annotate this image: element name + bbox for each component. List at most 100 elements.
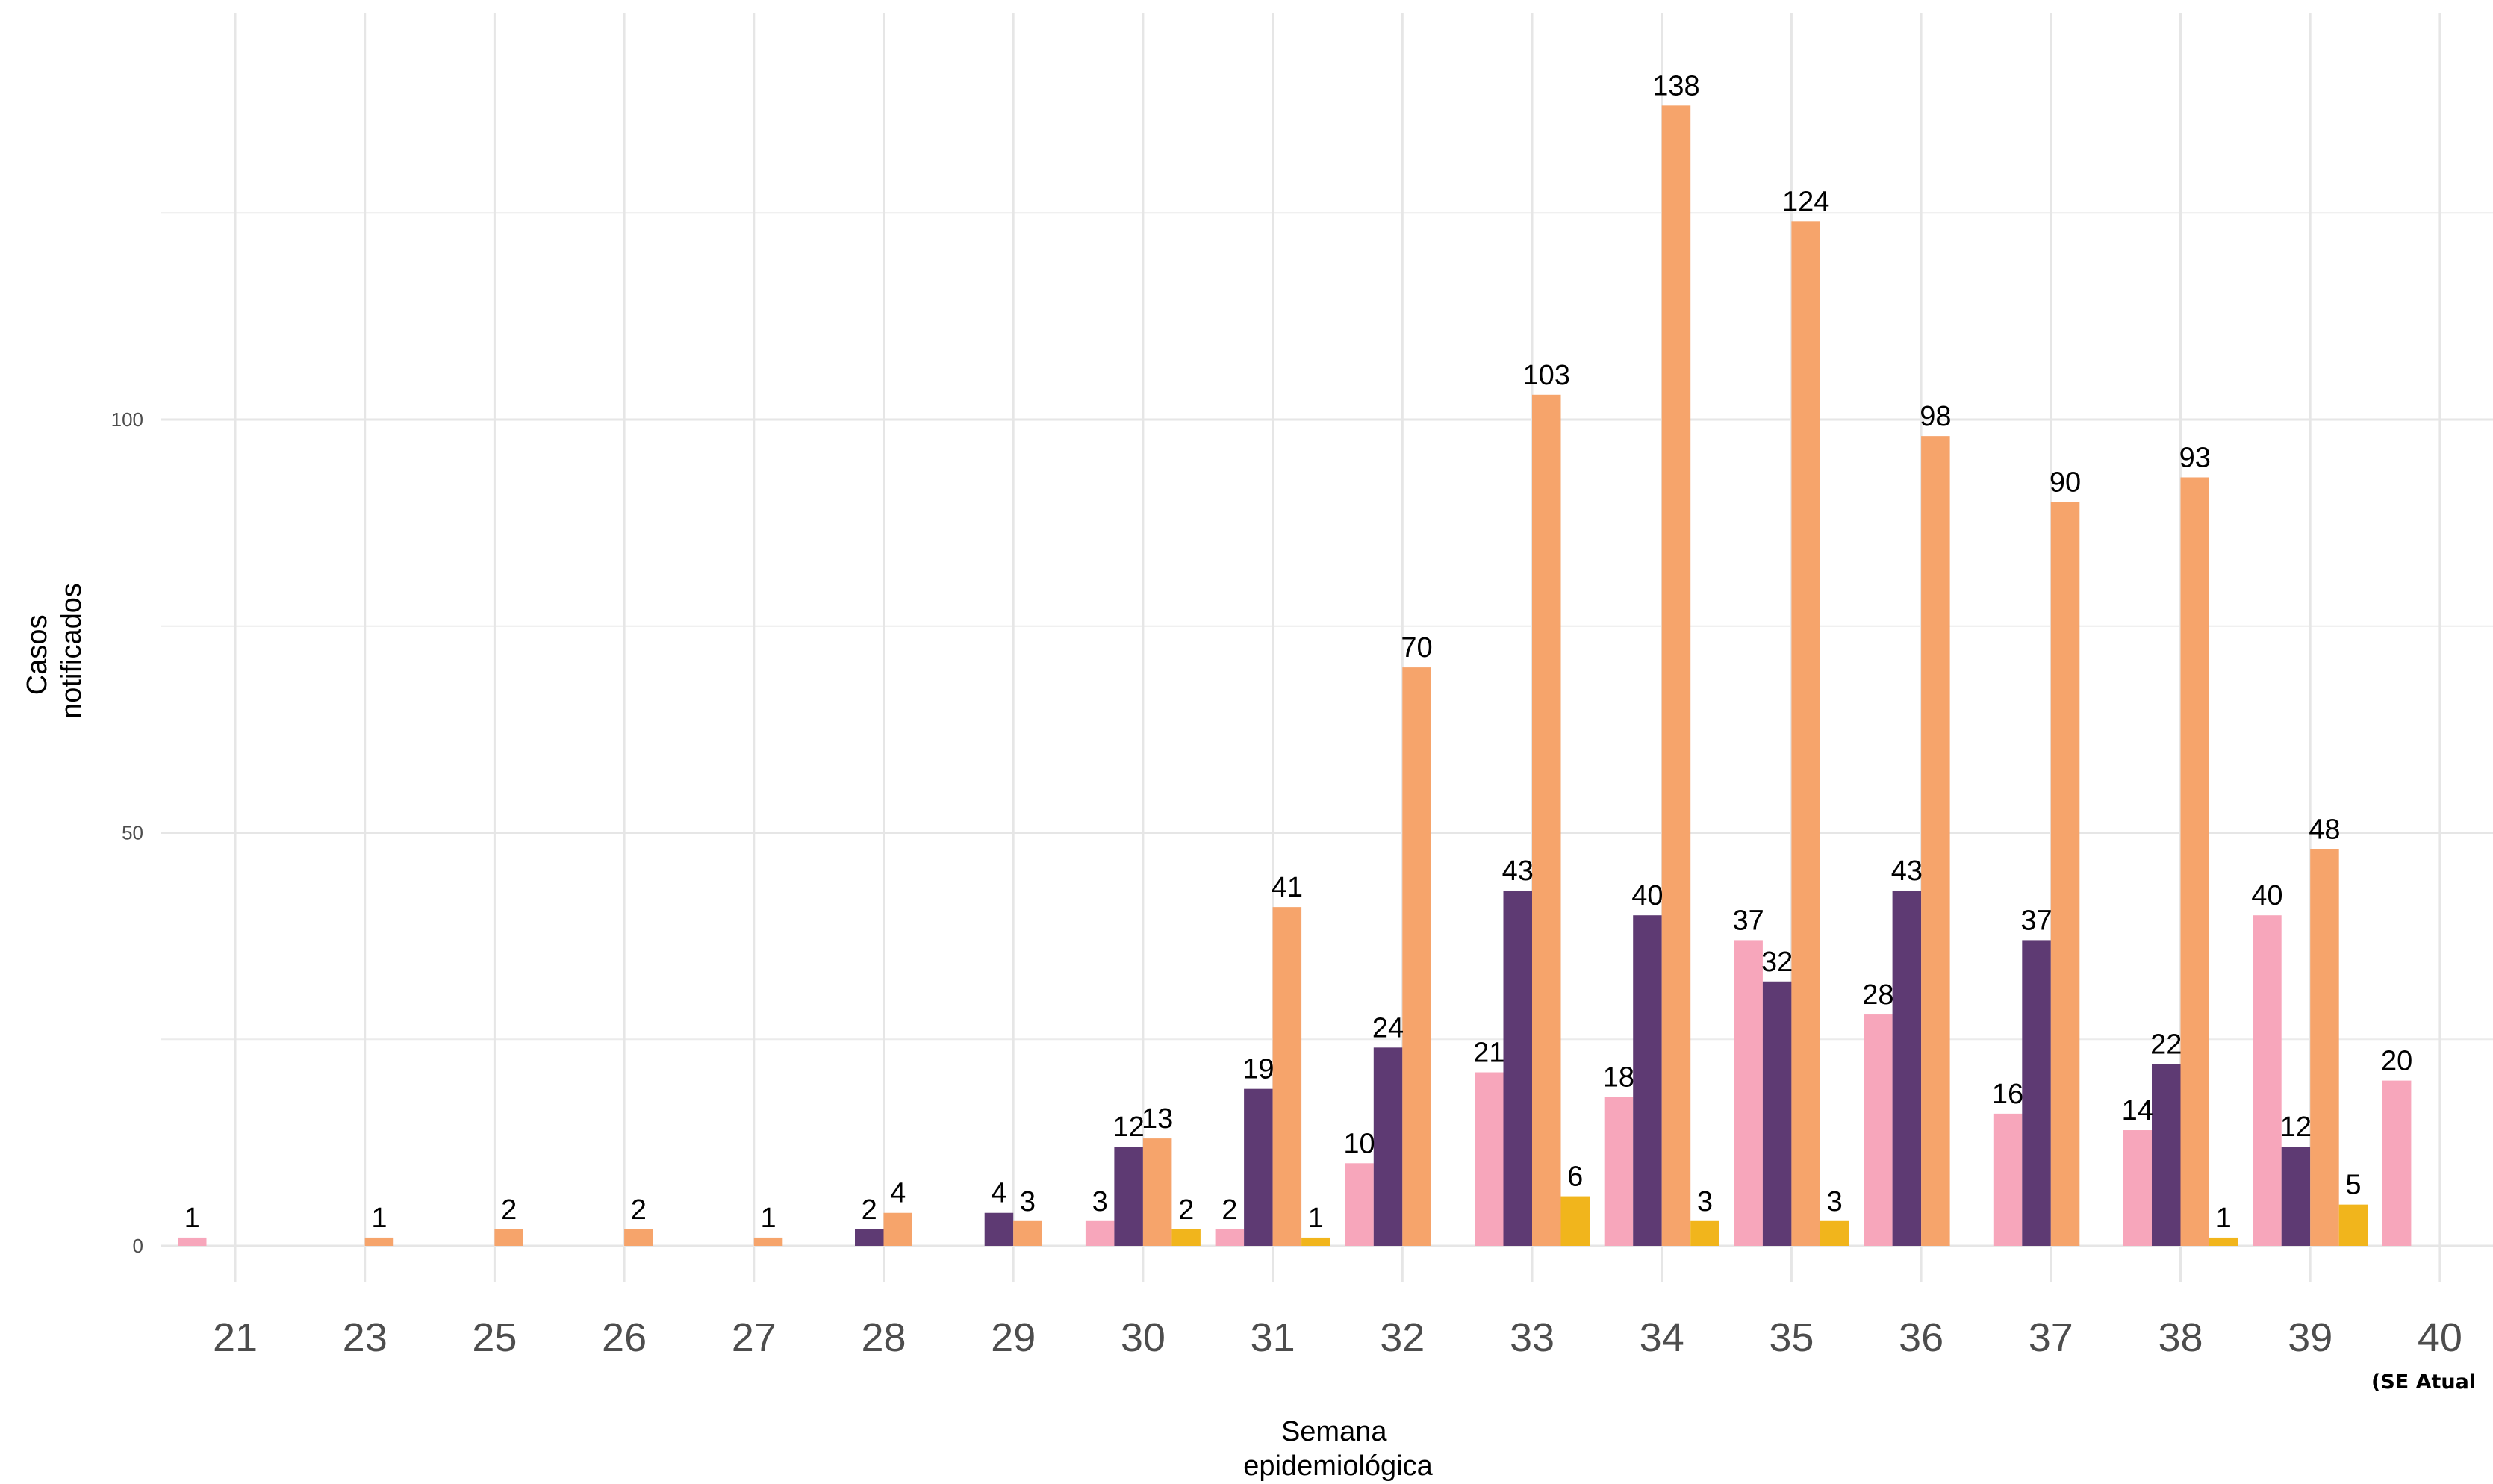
bar <box>1892 890 1922 1246</box>
bar-value-label: 3 <box>1697 1186 1713 1218</box>
x-tick-label: 31 <box>1251 1315 1295 1360</box>
bar-value-label: 5 <box>2345 1170 2361 1201</box>
bar <box>624 1229 653 1246</box>
bar-value-label: 48 <box>2309 814 2340 846</box>
bar-value-label: 2 <box>1221 1194 1237 1226</box>
bar <box>1301 1237 1330 1246</box>
x-axis-ticks: 21 23 25 26 27 28 29 30 31 32 33 34 35 36 37 38 39 40 <box>213 1315 2462 1360</box>
x-tick-label: 40 <box>2418 1315 2462 1360</box>
x-tick-label: 26 <box>602 1315 647 1360</box>
bar <box>883 1212 912 1246</box>
bar <box>1661 105 1691 1247</box>
bar-value-label: 6 <box>1567 1162 1583 1193</box>
bar-value-label: 18 <box>1603 1062 1634 1094</box>
bar-value-label: 37 <box>2020 905 2052 936</box>
bar-value-label: 4 <box>991 1178 1006 1209</box>
x-axis-note: (SE Atual <box>2371 1371 2476 1394</box>
bar <box>1503 890 1532 1246</box>
x-tick-label: 37 <box>2029 1315 2073 1360</box>
bar <box>1633 915 1662 1246</box>
bar <box>1690 1220 1719 1246</box>
bar-value-label: 22 <box>2150 1029 2182 1060</box>
bar-value-label: 1 <box>371 1203 387 1234</box>
x-axis-label-line-2: epidemiológica <box>1243 1450 1433 1482</box>
bars <box>178 105 2412 1247</box>
bar-value-label: 43 <box>1502 855 1534 887</box>
bar-value-label: 21 <box>1473 1038 1504 1069</box>
bar-value-label: 28 <box>1862 979 1893 1011</box>
bar <box>2050 502 2080 1246</box>
bar-value-label: 70 <box>1401 632 1432 664</box>
bar-value-label: 2 <box>501 1194 517 1226</box>
bar <box>364 1237 394 1246</box>
bar <box>1085 1220 1115 1246</box>
x-tick-label: 35 <box>1769 1315 1814 1360</box>
bar-value-label: 20 <box>2381 1046 2412 1077</box>
bar <box>1244 1088 1273 1246</box>
bar-value-label: 40 <box>1631 880 1663 911</box>
x-tick-label: 28 <box>861 1315 906 1360</box>
bar <box>855 1229 884 1246</box>
bar-value-label: 138 <box>1652 70 1699 102</box>
bar <box>1402 667 1431 1246</box>
y-tick-label: 0 <box>133 1235 143 1257</box>
bar-value-label: 13 <box>1142 1103 1173 1135</box>
bar <box>494 1229 523 1246</box>
bar <box>1560 1196 1590 1246</box>
y-axis-label-line-1: Casos <box>22 614 53 695</box>
bar-value-label: 1 <box>760 1203 776 1234</box>
bar <box>1791 221 1820 1246</box>
bar <box>1762 981 1792 1246</box>
bar <box>1734 940 1763 1246</box>
bar <box>984 1212 1014 1246</box>
bar-value-label: 12 <box>2280 1112 2312 1143</box>
bar <box>1171 1229 1201 1246</box>
minor-gridlines <box>161 212 2493 1041</box>
x-tick-label: 34 <box>1640 1315 1684 1360</box>
major-gridlines <box>161 13 2493 1282</box>
y-axis-label: Casos notificados <box>22 583 87 719</box>
bar-value-label: 4 <box>890 1178 906 1209</box>
bar <box>1373 1047 1403 1246</box>
x-tick-label: 33 <box>1510 1315 1554 1360</box>
y-tick-label: 100 <box>111 408 143 431</box>
x-axis-label-line-1: Semana <box>1281 1416 1387 1447</box>
bar <box>1993 1113 2023 1246</box>
y-tick-label: 50 <box>122 822 143 844</box>
bar <box>2281 1147 2311 1246</box>
bar-value-label: 2 <box>631 1194 647 1226</box>
bar-value-label: 2 <box>862 1194 877 1226</box>
bar <box>1013 1220 1042 1246</box>
bar <box>1604 1097 1634 1246</box>
bar <box>1475 1072 1504 1246</box>
bar-value-label: 124 <box>1782 186 1829 217</box>
bar-value-label: 98 <box>1920 401 1951 432</box>
bar <box>2382 1080 2412 1246</box>
x-tick-label: 29 <box>991 1315 1036 1360</box>
bar-value-label: 41 <box>1272 872 1303 903</box>
bar-value-label: 93 <box>2179 442 2211 473</box>
bar-value-label: 37 <box>1733 905 1764 936</box>
bar-value-label: 1 <box>2216 1203 2232 1234</box>
bar <box>178 1237 207 1246</box>
bar <box>1114 1147 1143 1246</box>
bar-value-label: 103 <box>1523 360 1570 391</box>
bar <box>2253 915 2282 1246</box>
bar <box>2180 477 2209 1246</box>
bar <box>753 1237 783 1246</box>
x-tick-label: 21 <box>213 1315 258 1360</box>
x-tick-label: 36 <box>1899 1315 1943 1360</box>
bar <box>2209 1237 2238 1246</box>
bar <box>1142 1138 1172 1246</box>
bar <box>1345 1163 1374 1246</box>
y-axis-ticks: 0 50 100 <box>111 408 143 1257</box>
bar-value-label: 10 <box>1343 1128 1375 1159</box>
bar <box>1820 1220 1849 1246</box>
y-axis-label-line-2: notificados <box>56 583 87 719</box>
x-tick-label: 39 <box>2288 1315 2332 1360</box>
bar-value-label: 2 <box>1178 1194 1194 1226</box>
bar-value-label: 3 <box>1827 1186 1843 1218</box>
bar <box>2338 1204 2368 1246</box>
